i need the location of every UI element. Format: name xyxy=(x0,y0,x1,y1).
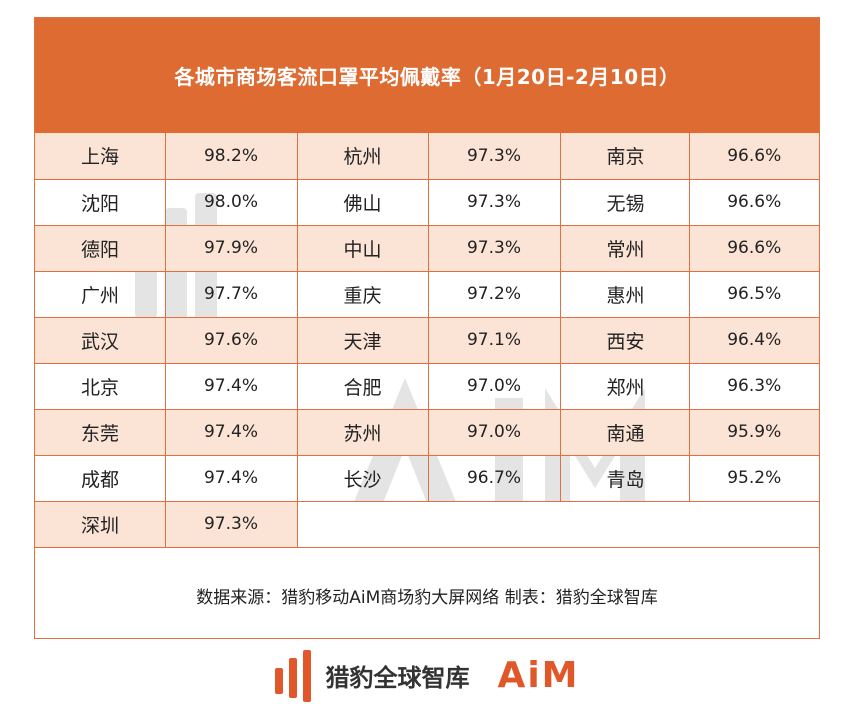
table-row: 沈阳 98.0% 佛山 97.3% 无锡 96.6% xyxy=(35,179,819,226)
source-note: 数据来源：猎豹移动AiM商场豹大屏网络 制表：猎豹全球智库 xyxy=(35,550,819,640)
city-name-cell: 中山 xyxy=(297,225,429,272)
rate-value-cell: 95.2% xyxy=(689,455,819,502)
city-name-cell: 苏州 xyxy=(297,409,429,456)
city-name-cell: 无锡 xyxy=(560,179,690,226)
rate-value-cell: 95.9% xyxy=(689,409,819,456)
table-row: 德阳 97.9% 中山 97.3% 常州 96.6% xyxy=(35,225,819,272)
rate-value-cell: 97.0% xyxy=(428,409,561,456)
city-name-cell: 深圳 xyxy=(35,501,166,548)
rate-value-cell: 97.3% xyxy=(428,133,561,180)
city-name-cell: 佛山 xyxy=(297,179,429,226)
city-name-cell: 青岛 xyxy=(560,455,690,502)
table-frame: 各城市商场客流口罩平均佩戴率（1月20日-2月10日） 上海 98.2% 杭州 97.… xyxy=(34,17,820,639)
rate-value-cell: 96.6% xyxy=(689,133,819,180)
city-name-cell: 东莞 xyxy=(35,409,166,456)
table-row: 广州 97.7% 重庆 97.2% 惠州 96.5% xyxy=(35,271,819,318)
rate-value-cell: 97.3% xyxy=(165,501,298,548)
city-name-cell: 合肥 xyxy=(297,363,429,410)
aim-logo: AiM xyxy=(497,655,580,696)
title-bar: 各城市商场客流口罩平均佩戴率（1月20日-2月10日） xyxy=(35,18,819,133)
footer: 猎豹全球智库 AiM xyxy=(0,640,853,711)
rate-value-cell: 96.7% xyxy=(428,455,561,502)
data-table: 上海 98.2% 杭州 97.3% 南京 96.6% 沈阳 98.0% 佛山 97.3% 无锡 96.… xyxy=(35,133,819,548)
table-row: 武汉 97.6% 天津 97.1% 西安 96.4% xyxy=(35,317,819,364)
rate-value-cell: 97.4% xyxy=(165,363,298,410)
city-name-cell: 天津 xyxy=(297,317,429,364)
table-row: 东莞 97.4% 苏州 97.0% 南通 95.9% xyxy=(35,409,819,456)
city-name-cell: 重庆 xyxy=(297,271,429,318)
city-name-cell: 广州 xyxy=(35,271,166,318)
rate-value-cell: 97.4% xyxy=(165,455,298,502)
table-row: 深圳 97.3% xyxy=(35,501,819,548)
rate-value-cell: 97.3% xyxy=(428,179,561,226)
table-row: 北京 97.4% 合肥 97.0% 郑州 96.3% xyxy=(35,363,819,410)
rate-value-cell: 97.4% xyxy=(165,409,298,456)
rate-value-cell: 97.2% xyxy=(428,271,561,318)
rate-value-cell: 98.0% xyxy=(165,179,298,226)
table-row: 成都 97.4% 长沙 96.7% 青岛 95.2% xyxy=(35,455,819,502)
city-name-cell: 武汉 xyxy=(35,317,166,364)
rate-value-cell: 96.6% xyxy=(689,225,819,272)
city-name-cell: 郑州 xyxy=(560,363,690,410)
rate-value-cell: 96.6% xyxy=(689,179,819,226)
rate-value-cell: 97.6% xyxy=(165,317,298,364)
rate-value-cell: 97.1% xyxy=(428,317,561,364)
brand-bars-icon xyxy=(275,649,312,702)
brand-name: 猎豹全球智库 xyxy=(325,664,470,692)
city-name-cell: 惠州 xyxy=(560,271,690,318)
source-note-text: 数据来源：猎豹移动AiM商场豹大屏网络 制表：猎豹全球智库 xyxy=(196,587,658,608)
rate-value-cell: 97.9% xyxy=(165,225,298,272)
rate-value-cell: 96.3% xyxy=(689,363,819,410)
city-name-cell: 长沙 xyxy=(297,455,429,502)
city-name-cell: 南通 xyxy=(560,409,690,456)
rate-value-cell: 98.2% xyxy=(165,133,298,180)
city-name-cell: 南京 xyxy=(560,133,690,180)
city-name-cell: 西安 xyxy=(560,317,690,364)
brand-logo: 猎豹全球智库 xyxy=(273,649,470,702)
rate-value-cell: 97.7% xyxy=(165,271,298,318)
city-name-cell: 沈阳 xyxy=(35,179,166,226)
city-name-cell: 德阳 xyxy=(35,225,166,272)
city-name-cell: 成都 xyxy=(35,455,166,502)
empty-cell xyxy=(297,501,819,548)
table-title: 各城市商场客流口罩平均佩戴率（1月20日-2月10日） xyxy=(174,65,680,89)
table-row: 上海 98.2% 杭州 97.3% 南京 96.6% xyxy=(35,133,819,180)
rate-value-cell: 97.3% xyxy=(428,225,561,272)
city-name-cell: 北京 xyxy=(35,363,166,410)
city-name-cell: 上海 xyxy=(35,133,166,180)
city-name-cell: 常州 xyxy=(560,225,690,272)
rate-value-cell: 96.5% xyxy=(689,271,819,318)
city-name-cell: 杭州 xyxy=(297,133,429,180)
rate-value-cell: 96.4% xyxy=(689,317,819,364)
rate-value-cell: 97.0% xyxy=(428,363,561,410)
